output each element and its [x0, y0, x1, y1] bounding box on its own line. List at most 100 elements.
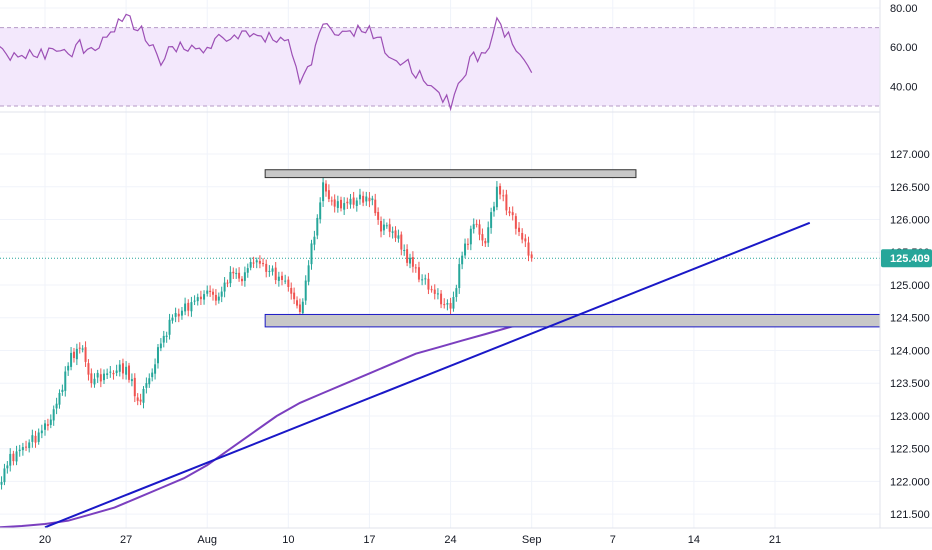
candle-body	[72, 351, 75, 359]
candle-body	[174, 313, 177, 317]
candle-body	[352, 197, 355, 205]
candle-body	[90, 373, 93, 384]
candle-body	[136, 397, 139, 401]
candle-body	[255, 260, 258, 263]
candle-body	[128, 365, 131, 380]
candle-body	[443, 304, 446, 306]
candle-body	[58, 392, 61, 405]
price-y-axis[interactable]: 127.000126.500126.000125.500125.000124.5…	[879, 112, 930, 528]
price-tick-label: 126.000	[890, 215, 930, 227]
candle-body	[206, 290, 209, 294]
candle-body	[355, 200, 358, 207]
price-panel[interactable]	[0, 169, 881, 529]
candle-body	[145, 383, 148, 388]
rsi-tick-label: 60.00	[890, 42, 918, 54]
rsi-y-axis[interactable]: 80.00 60.00 40.00	[879, 0, 918, 112]
candle-body	[271, 268, 274, 272]
candle-body	[37, 432, 40, 442]
candle-body	[327, 190, 330, 200]
candle-body	[159, 343, 162, 349]
trendline[interactable]	[44, 221, 811, 529]
candle-body	[452, 296, 455, 309]
time-tick-label: 21	[769, 534, 781, 546]
candle-body	[391, 231, 394, 233]
candle-body	[184, 303, 187, 312]
candle-body	[433, 289, 436, 294]
candle-body	[187, 302, 190, 311]
candle-body	[102, 373, 105, 381]
candle-body	[298, 304, 301, 313]
candle-body	[455, 288, 458, 298]
last-price-label: 125.409	[890, 253, 930, 265]
candle-body	[196, 297, 199, 302]
candle-body	[388, 224, 391, 232]
candle-body	[246, 268, 249, 273]
candle-body	[21, 447, 24, 451]
candle-body	[502, 195, 505, 197]
time-tick-label: 7	[610, 534, 616, 546]
candle-body	[411, 257, 414, 267]
candle-body	[209, 290, 212, 293]
candle-body	[307, 265, 310, 282]
price-tick-label: 124.000	[890, 345, 930, 357]
candle-body	[511, 212, 514, 216]
candle-body	[139, 399, 142, 402]
candle-body	[229, 271, 232, 284]
candle-body	[469, 228, 472, 245]
moving-average-line	[0, 320, 532, 529]
candle-body	[40, 430, 43, 434]
candle-body	[417, 267, 420, 280]
candle-body	[162, 335, 165, 343]
candle-body	[319, 202, 322, 220]
candle-body	[316, 217, 319, 236]
candle-body	[481, 234, 484, 241]
candles	[0, 176, 533, 490]
candle-body	[478, 224, 481, 235]
price-tick-label: 123.500	[890, 378, 930, 390]
candle-body	[440, 293, 443, 305]
time-axis[interactable]: 20 27 Aug 10 17 24 Sep 7 14 21	[0, 527, 932, 546]
candle-body	[490, 212, 493, 228]
candle-body	[15, 451, 18, 462]
price-tick-label: 125.000	[890, 280, 930, 292]
candle-body	[252, 262, 255, 264]
candle-body	[505, 194, 508, 211]
candle-body	[427, 278, 430, 290]
price-tick-label: 122.000	[890, 476, 930, 488]
candle-body	[301, 301, 304, 314]
candle-body	[424, 278, 427, 280]
candle-body	[461, 255, 464, 265]
candle-body	[226, 282, 229, 284]
candle-body	[44, 423, 46, 430]
candle-body	[232, 271, 235, 274]
candle-body	[217, 296, 220, 301]
candle-body	[495, 186, 498, 208]
candle-body	[394, 230, 397, 238]
candle-body	[421, 279, 424, 281]
candle-body	[466, 243, 469, 245]
candle-body	[499, 185, 502, 195]
candle-body	[409, 257, 411, 264]
candle-body	[3, 468, 6, 483]
candle-body	[18, 449, 21, 452]
last-price-tag-background	[881, 249, 932, 268]
resistance-zone[interactable]	[264, 169, 637, 179]
candle-body	[240, 278, 243, 282]
candle-body	[133, 377, 136, 397]
candle-body	[64, 371, 67, 391]
candle-body	[6, 465, 9, 469]
candle-body	[322, 182, 325, 202]
candle-body	[121, 363, 124, 374]
candle-body	[180, 310, 183, 316]
candle-body	[156, 347, 159, 364]
candle-body	[238, 272, 241, 279]
candle-body	[382, 224, 385, 231]
rsi-panel[interactable]	[0, 13, 880, 112]
candle-body	[521, 232, 524, 240]
candle-body	[118, 364, 121, 372]
candle-body	[290, 287, 293, 294]
candle-body	[430, 289, 433, 291]
candle-body	[518, 227, 521, 232]
candle-body	[281, 275, 284, 280]
